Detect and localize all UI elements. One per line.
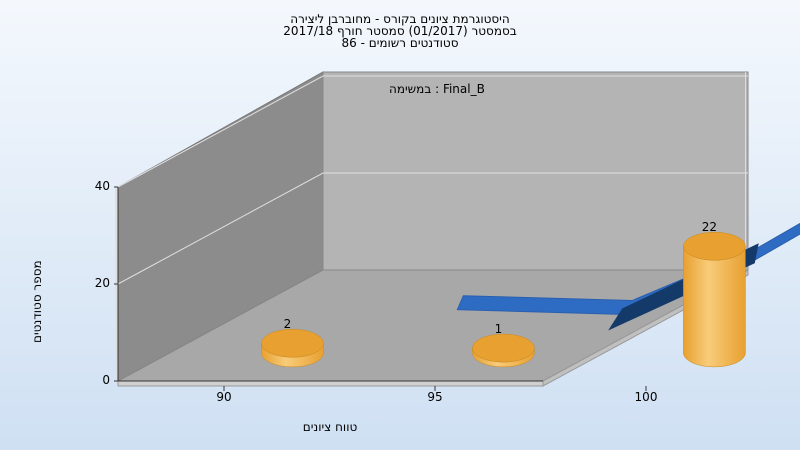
chart-title-line-3: סטודנטים רשומים - 86: [341, 36, 459, 50]
bar-100-body: [683, 246, 746, 368]
y-gridline-40: [117, 75, 748, 188]
left-wall-edge: [115, 187, 118, 383]
x-tick-label: 90: [216, 390, 232, 404]
x-axis-label: טווח ציונים: [302, 420, 358, 434]
y-tick-label: 20: [94, 276, 110, 290]
y-tick-label: 40: [94, 179, 110, 193]
chart-title-line-2: בסמסטר (01/2017) סמסטר חורף 2017/18: [283, 24, 517, 38]
x-tick-label: 100: [634, 390, 658, 404]
y-axis-label: מספר סטודנטים: [30, 260, 44, 343]
bar-90-top: [261, 328, 324, 358]
y-tick-label: 0: [102, 373, 110, 387]
series-label: במשימה : Final_B: [389, 82, 485, 96]
bar-100-top: [683, 231, 746, 261]
y-gridline-20: [117, 172, 748, 285]
x-tick-label: 95: [427, 390, 443, 404]
bar-value-label: 1: [494, 322, 503, 337]
chart-title-line-1: היסטוגרמת ציונים בקורס - מחוברבן ליצירה: [290, 12, 510, 26]
back-wall: [322, 71, 749, 271]
bar-value-label: 22: [701, 220, 718, 235]
bar-95-top: [472, 333, 535, 363]
floor-edge: [117, 380, 544, 387]
bar-value-label: 2: [283, 317, 292, 332]
